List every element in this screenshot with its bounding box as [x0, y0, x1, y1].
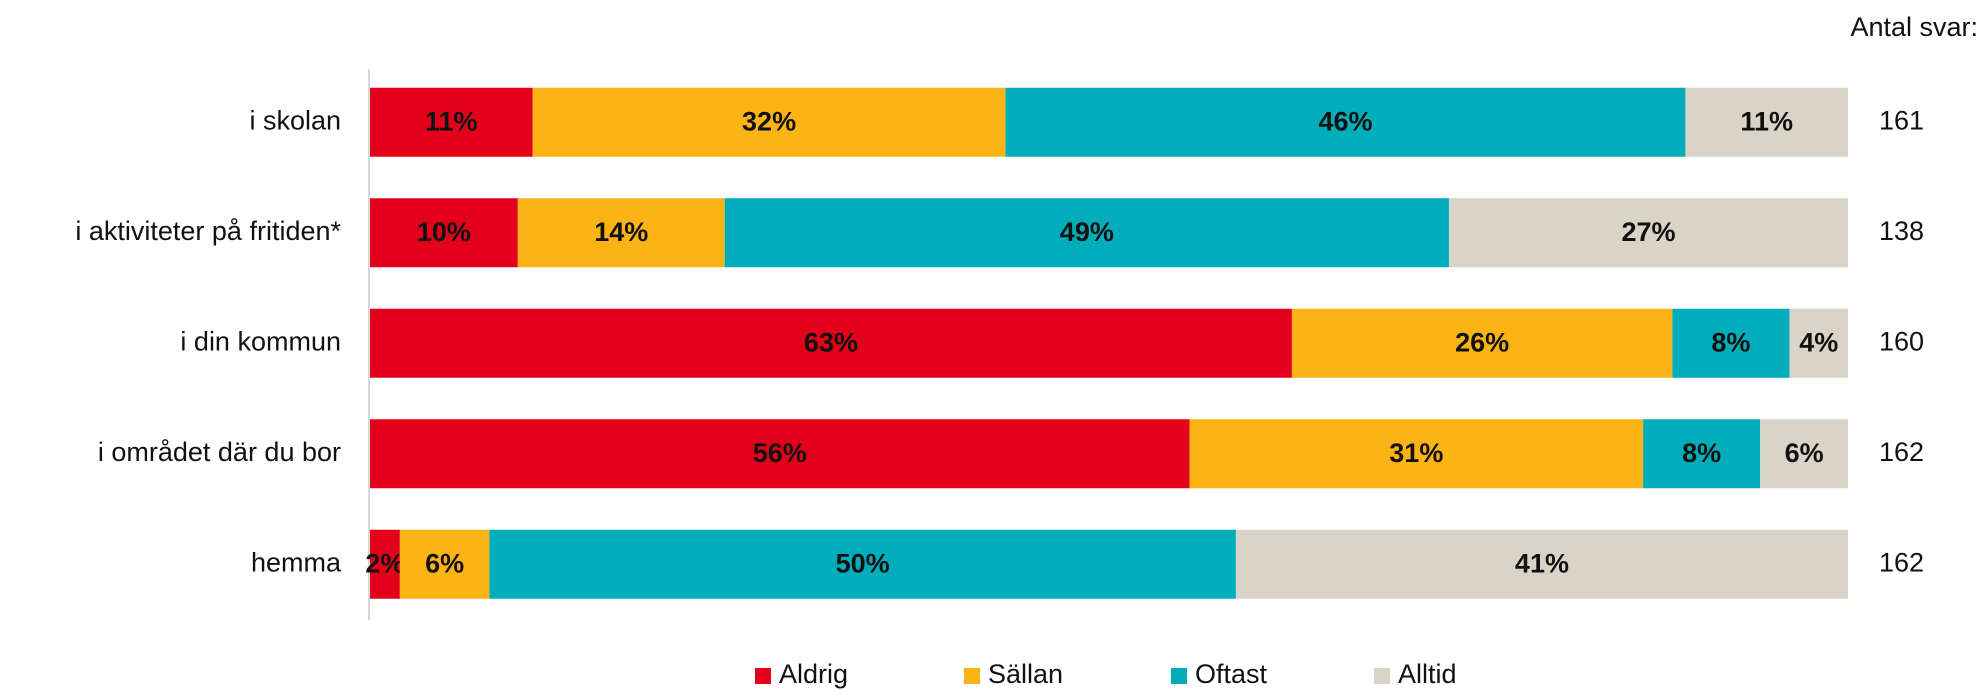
bar-segment [370, 198, 518, 268]
value-label: 6% [1785, 438, 1824, 468]
value-label: 11% [1740, 106, 1793, 136]
bar-segment [1672, 308, 1790, 378]
legend-label: Alltid [1398, 659, 1457, 689]
legend-swatch [964, 668, 980, 684]
bar-segment [1291, 308, 1673, 378]
value-label: 49% [1060, 217, 1114, 247]
legend-swatch [1374, 668, 1390, 684]
bar-segment [370, 529, 400, 599]
bar-segment [724, 198, 1449, 268]
bar-segment [489, 529, 1236, 599]
bar-segment [1448, 198, 1848, 268]
value-label: 27% [1621, 217, 1675, 247]
category-label: hemma [251, 547, 342, 577]
bar-segment [399, 529, 490, 599]
value-label: 50% [836, 548, 890, 578]
legend-label: Oftast [1195, 659, 1268, 689]
bar-segment [517, 198, 725, 268]
counts-title: Antal svar: [1850, 12, 1978, 42]
bar-segment [370, 87, 533, 157]
count-label: 138 [1879, 216, 1924, 246]
value-label: 11% [425, 106, 478, 136]
value-label: 46% [1318, 106, 1372, 136]
value-label: 63% [804, 327, 858, 357]
legend-swatch [755, 668, 771, 684]
value-label: 26% [1455, 327, 1509, 357]
count-label: 161 [1879, 105, 1924, 135]
value-label: 2% [365, 548, 404, 578]
bar-segment [370, 308, 1292, 378]
bar-segment [1643, 419, 1761, 489]
value-label: 41% [1515, 548, 1569, 578]
legend-swatch [1171, 668, 1187, 684]
value-label: 10% [417, 217, 471, 247]
count-label: 162 [1879, 547, 1924, 577]
count-label: 160 [1879, 326, 1924, 356]
category-label: i aktiviteter på fritiden* [75, 216, 341, 246]
value-label: 4% [1799, 327, 1838, 357]
value-label: 14% [594, 217, 648, 247]
category-label: i området där du bor [98, 437, 341, 467]
bar-segment [1760, 419, 1848, 489]
bar-segment [1189, 419, 1644, 489]
legend-label: Aldrig [779, 659, 848, 689]
value-label: 6% [425, 548, 464, 578]
bar-segment [532, 87, 1006, 157]
legend-label: Sällan [988, 659, 1063, 689]
bar-segment [1685, 87, 1848, 157]
count-label: 162 [1879, 437, 1924, 467]
value-label: 31% [1389, 438, 1443, 468]
value-label: 56% [753, 438, 807, 468]
bar-segment [1005, 87, 1686, 157]
bar-segment [370, 419, 1190, 489]
category-label: i skolan [249, 105, 341, 135]
value-label: 8% [1711, 327, 1750, 357]
bar-segment [1789, 308, 1848, 378]
category-label: i din kommun [180, 326, 341, 356]
value-label: 8% [1682, 438, 1721, 468]
bar-segment [1235, 529, 1848, 599]
value-label: 32% [742, 106, 796, 136]
